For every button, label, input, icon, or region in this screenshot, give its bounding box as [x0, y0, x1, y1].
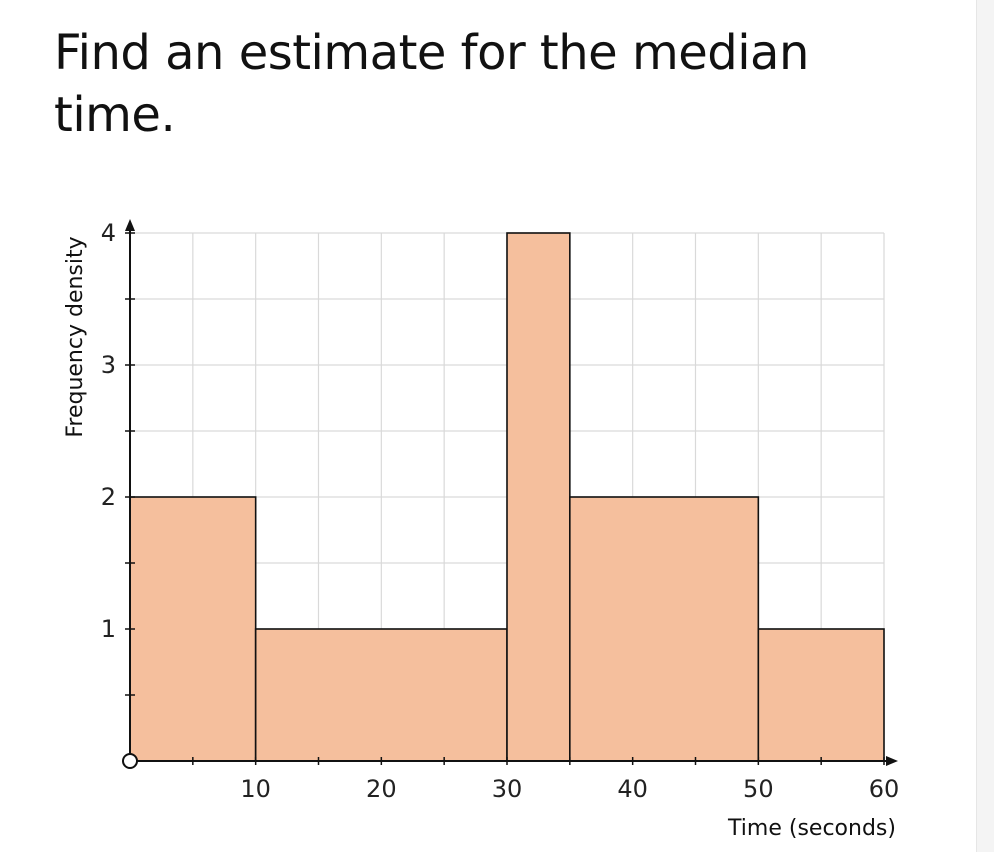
y-tick-label: 1 — [101, 615, 116, 643]
scrollbar-track[interactable] — [976, 0, 994, 852]
y-tick-label: 4 — [101, 219, 116, 247]
y-axis-arrow-icon — [125, 219, 135, 231]
chart-ticks: 10 20 30 40 50 60 1 2 3 4 — [101, 219, 900, 803]
question-text: Find an estimate for the median time. — [54, 25, 809, 143]
chart-bars — [129, 232, 885, 762]
x-tick-label: 20 — [366, 775, 397, 803]
chart-axes — [122, 219, 898, 769]
origin-marker — [122, 753, 138, 769]
x-axis-arrow-icon — [886, 756, 898, 766]
histogram-bar — [757, 628, 885, 762]
y-tick-label: 3 — [101, 351, 116, 379]
x-axis-title: Time (seconds) — [727, 816, 896, 841]
x-tick-label: 60 — [869, 775, 900, 803]
histogram-bar — [129, 496, 257, 762]
histogram-bar — [506, 232, 571, 762]
histogram-bar — [254, 628, 508, 762]
y-axis-title: Frequency density — [63, 236, 88, 437]
x-tick-label: 30 — [492, 775, 523, 803]
x-tick-label: 50 — [743, 775, 774, 803]
y-tick-label: 2 — [101, 483, 116, 511]
x-tick-label: 40 — [617, 775, 648, 803]
x-tick-label: 10 — [240, 775, 271, 803]
histogram-bar — [569, 496, 760, 762]
